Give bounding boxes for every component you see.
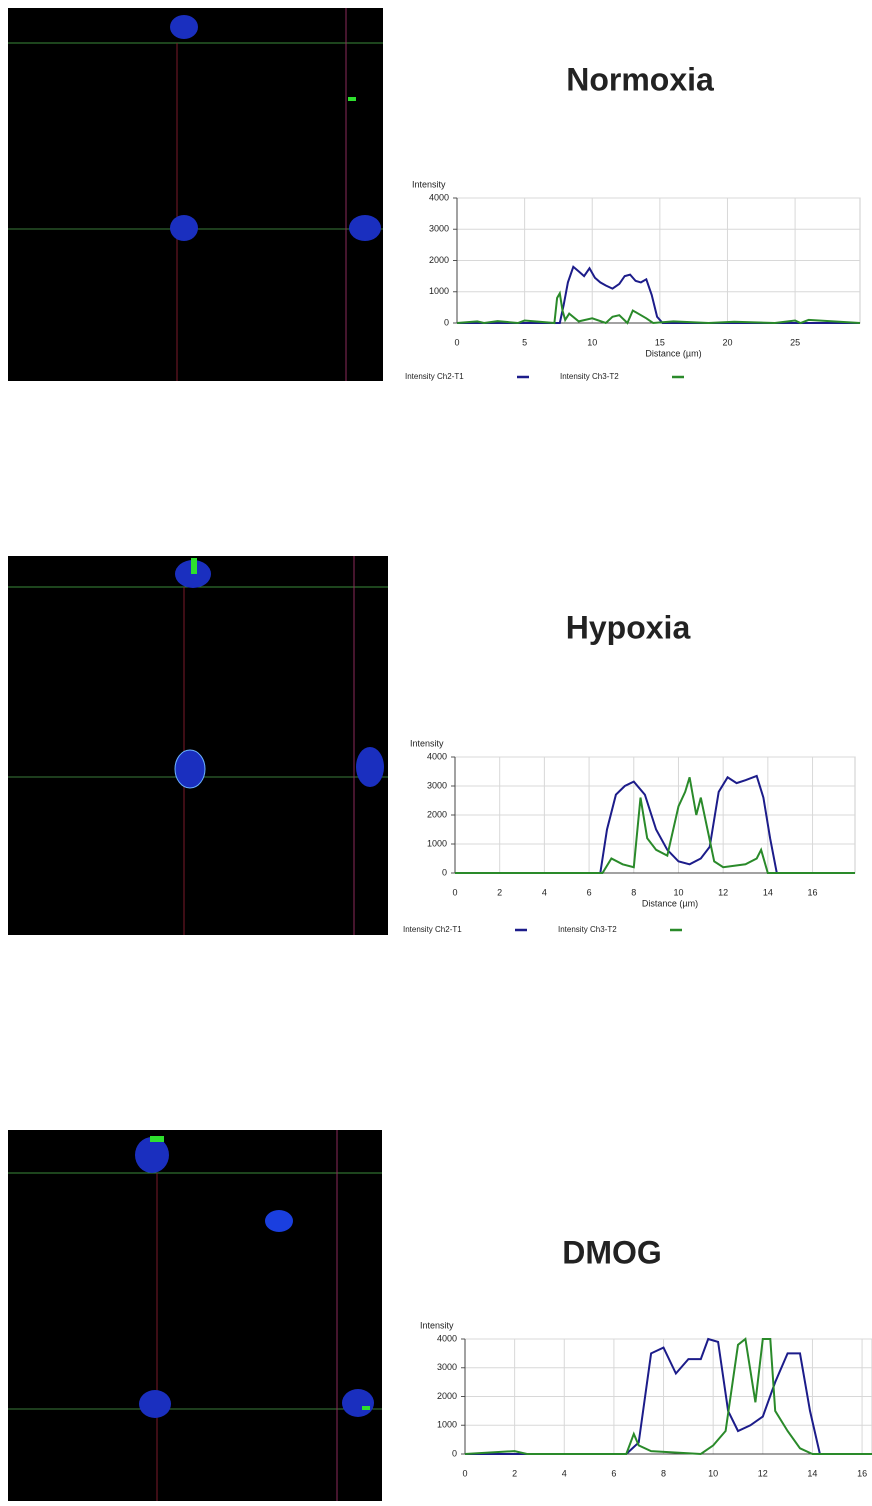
- x-tick-label: 4: [562, 1468, 567, 1478]
- y-tick-label: 1000: [429, 286, 449, 296]
- x-tick-label: 0: [454, 337, 459, 347]
- x-tick-label: 0: [462, 1468, 467, 1478]
- y-tick-label: 0: [452, 1448, 457, 1458]
- micrograph-hypoxia: [8, 556, 388, 935]
- x-tick-label: 10: [587, 337, 597, 347]
- x-tick-label: 25: [790, 337, 800, 347]
- x-tick-label: 14: [763, 887, 773, 897]
- legend-label: Intensity Ch3-T2: [558, 925, 617, 934]
- chart-title: Normoxia: [566, 61, 714, 97]
- x-tick-label: 16: [857, 1468, 867, 1478]
- y-tick-label: 4000: [427, 751, 447, 761]
- legend-label: Intensity Ch2-T1: [403, 925, 462, 934]
- y-axis-label: Intensity: [420, 1320, 454, 1330]
- y-tick-label: 3000: [437, 1362, 457, 1372]
- x-tick-label: 8: [661, 1468, 666, 1478]
- x-tick-label: 5: [522, 337, 527, 347]
- y-tick-label: 4000: [437, 1333, 457, 1343]
- legend-label: Intensity Ch3-T2: [560, 372, 619, 381]
- x-tick-label: 0: [452, 887, 457, 897]
- x-tick-label: 2: [497, 887, 502, 897]
- figure: Normoxia010002000300040000510152025Inten…: [0, 0, 872, 1501]
- y-tick-label: 2000: [429, 255, 449, 265]
- x-tick-label: 14: [807, 1468, 817, 1478]
- x-tick-label: 2: [512, 1468, 517, 1478]
- y-tick-label: 1000: [437, 1420, 457, 1430]
- x-tick-label: 10: [673, 887, 683, 897]
- micrograph-normoxia: [8, 8, 383, 381]
- micrograph-dmog: [8, 1130, 382, 1501]
- x-tick-label: 12: [718, 887, 728, 897]
- y-tick-label: 3000: [429, 224, 449, 234]
- y-tick-label: 1000: [427, 838, 447, 848]
- line-chart: Hypoxia 0 1000 2000 3000 4000 0 2 4 6 8 10 12 14 16 Int…: [403, 609, 855, 934]
- x-tick-label: 16: [808, 887, 818, 897]
- x-axis-label: Distance (µm): [645, 348, 701, 358]
- x-tick-label: 6: [587, 887, 592, 897]
- y-axis-label: Intensity: [412, 179, 446, 189]
- y-tick-label: 0: [442, 867, 447, 877]
- x-tick-label: 15: [655, 337, 665, 347]
- line-chart: DMOG 0 1000 2000 3000 4000 0 2 4 6 8 10 12 14 16 Intens…: [420, 1234, 872, 1478]
- x-tick-label: 12: [758, 1468, 768, 1478]
- x-tick-label: 4: [542, 887, 547, 897]
- y-tick-label: 4000: [429, 192, 449, 202]
- y-tick-label: 0: [444, 317, 449, 327]
- x-tick-label: 20: [722, 337, 732, 347]
- chart-title: Hypoxia: [566, 609, 691, 645]
- y-tick-label: 2000: [437, 1391, 457, 1401]
- y-axis-label: Intensity: [410, 738, 444, 748]
- chart-title: DMOG: [562, 1234, 662, 1270]
- x-tick-label: 6: [611, 1468, 616, 1478]
- x-axis-label: Distance (µm): [642, 898, 698, 908]
- y-tick-label: 3000: [427, 780, 447, 790]
- line-chart: Normoxia 0 1000 2000 3000 4000 0 5 10 15 20 25 Inten…: [405, 61, 860, 381]
- legend-label: Intensity Ch2-T1: [405, 372, 464, 381]
- x-tick-label: 8: [631, 887, 636, 897]
- y-tick-label: 2000: [427, 809, 447, 819]
- page: Normoxia010002000300040000510152025Inten…: [0, 0, 872, 1506]
- x-tick-label: 10: [708, 1468, 718, 1478]
